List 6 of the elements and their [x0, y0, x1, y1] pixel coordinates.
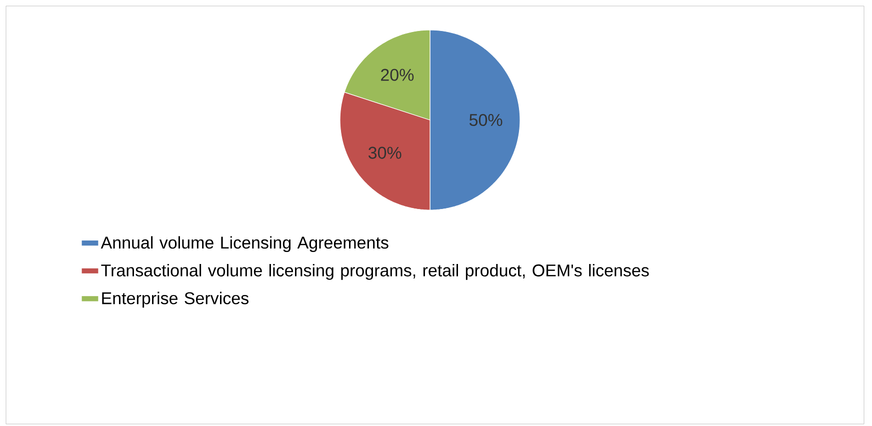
legend-label: Annual volume Licensing Agreements [100, 236, 388, 252]
data-label: 30% [368, 146, 402, 159]
legend-label: Enterprise Services [102, 292, 248, 308]
data-label: 20% [381, 68, 414, 81]
legend-label: Transactional volume licensing programs, retail product, OEM's licenses [101, 264, 649, 280]
data-label: 50% [469, 114, 502, 126]
